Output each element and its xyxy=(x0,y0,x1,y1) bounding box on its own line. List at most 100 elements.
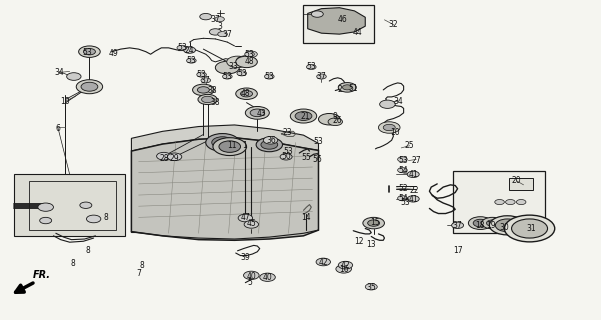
Text: 33: 33 xyxy=(228,61,238,70)
Bar xyxy=(304,5,374,43)
Circle shape xyxy=(481,217,503,229)
Text: 26: 26 xyxy=(333,116,343,125)
Circle shape xyxy=(245,51,257,57)
Text: 42: 42 xyxy=(319,258,328,267)
Text: 16: 16 xyxy=(339,265,349,275)
Text: 2: 2 xyxy=(337,85,342,94)
Text: 25: 25 xyxy=(405,141,415,150)
Text: 43: 43 xyxy=(257,109,266,118)
Circle shape xyxy=(495,219,519,232)
Text: 24: 24 xyxy=(185,45,194,55)
Circle shape xyxy=(244,220,258,228)
Text: 53: 53 xyxy=(400,197,410,206)
Circle shape xyxy=(236,56,254,65)
Text: 27: 27 xyxy=(412,156,421,164)
Text: 42: 42 xyxy=(341,261,350,270)
Circle shape xyxy=(311,11,323,17)
Text: 53: 53 xyxy=(222,72,232,81)
Text: 7: 7 xyxy=(136,268,141,278)
Text: 37: 37 xyxy=(222,30,232,39)
Circle shape xyxy=(486,220,498,226)
Text: 36: 36 xyxy=(267,136,276,145)
Circle shape xyxy=(212,137,233,148)
Circle shape xyxy=(38,203,53,211)
Circle shape xyxy=(280,154,292,160)
Circle shape xyxy=(505,199,515,204)
Text: 20: 20 xyxy=(511,176,521,185)
Text: 40: 40 xyxy=(246,272,256,281)
Text: 34: 34 xyxy=(55,68,64,77)
Text: 37: 37 xyxy=(453,221,463,230)
Text: 8: 8 xyxy=(70,259,75,268)
Circle shape xyxy=(201,78,210,83)
Text: 47: 47 xyxy=(240,213,250,222)
Circle shape xyxy=(363,217,385,229)
Circle shape xyxy=(407,171,419,178)
Polygon shape xyxy=(308,8,365,34)
Circle shape xyxy=(237,71,246,76)
Text: 38: 38 xyxy=(207,86,216,95)
Text: 53: 53 xyxy=(307,62,316,71)
Circle shape xyxy=(407,196,419,202)
Text: 53: 53 xyxy=(284,147,293,156)
Circle shape xyxy=(338,261,353,269)
Circle shape xyxy=(197,72,206,77)
Text: 19: 19 xyxy=(486,221,496,230)
Bar xyxy=(509,178,533,190)
Text: 10: 10 xyxy=(61,97,70,106)
Text: 53: 53 xyxy=(314,137,323,146)
Text: 10: 10 xyxy=(391,128,400,137)
Text: 53: 53 xyxy=(264,72,274,81)
Text: 5: 5 xyxy=(247,278,252,287)
Text: 48: 48 xyxy=(240,89,250,98)
Circle shape xyxy=(365,284,377,290)
Text: 53: 53 xyxy=(237,69,246,78)
Text: 3: 3 xyxy=(217,22,222,31)
Circle shape xyxy=(256,138,282,152)
Circle shape xyxy=(489,216,525,235)
Circle shape xyxy=(317,74,326,79)
Text: 38: 38 xyxy=(210,98,220,107)
Circle shape xyxy=(398,168,407,173)
Text: 37: 37 xyxy=(201,76,210,85)
Circle shape xyxy=(263,136,278,144)
Circle shape xyxy=(260,273,275,281)
Text: 32: 32 xyxy=(389,20,398,29)
Text: 41: 41 xyxy=(409,170,418,179)
Circle shape xyxy=(227,56,248,68)
Text: 29: 29 xyxy=(169,154,179,163)
Text: 34: 34 xyxy=(394,97,403,106)
Circle shape xyxy=(81,82,98,91)
Text: 55: 55 xyxy=(302,153,311,162)
Circle shape xyxy=(379,122,400,133)
Text: 30: 30 xyxy=(499,223,509,232)
Circle shape xyxy=(236,56,257,68)
Circle shape xyxy=(245,107,269,119)
Text: 18: 18 xyxy=(475,221,485,230)
Circle shape xyxy=(383,124,395,131)
Text: 6: 6 xyxy=(55,124,60,132)
Circle shape xyxy=(243,271,259,279)
Circle shape xyxy=(198,94,217,105)
Circle shape xyxy=(197,87,209,93)
Text: 9: 9 xyxy=(333,113,338,122)
Circle shape xyxy=(336,265,352,273)
Text: FR.: FR. xyxy=(32,270,50,280)
Circle shape xyxy=(240,91,252,97)
Circle shape xyxy=(328,118,343,125)
Circle shape xyxy=(516,199,526,204)
Circle shape xyxy=(511,219,548,238)
Circle shape xyxy=(215,61,239,74)
Text: 22: 22 xyxy=(410,186,419,195)
Circle shape xyxy=(192,84,214,96)
Circle shape xyxy=(168,153,182,161)
Text: 48: 48 xyxy=(245,57,254,66)
Circle shape xyxy=(468,217,492,229)
Text: 11: 11 xyxy=(227,141,236,150)
Text: 37: 37 xyxy=(210,15,220,24)
Text: 41: 41 xyxy=(409,195,418,204)
Circle shape xyxy=(245,52,254,57)
Text: 45: 45 xyxy=(246,219,256,228)
Text: 50: 50 xyxy=(281,152,291,161)
Text: 53: 53 xyxy=(398,156,409,164)
